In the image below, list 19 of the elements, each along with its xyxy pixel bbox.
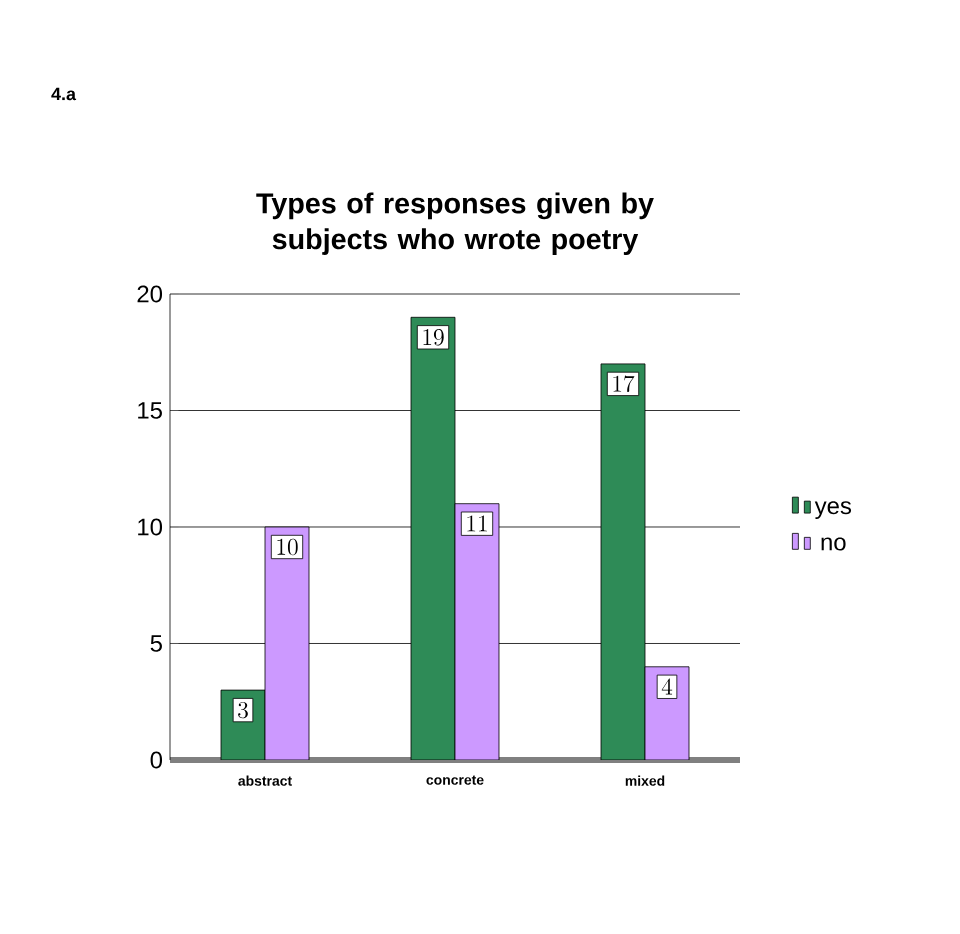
data-label: 3 [238,701,248,719]
data-label: 19 [423,329,444,346]
text: 4.a [51,87,77,101]
data-label: 4 [661,678,673,695]
bar [264,526,310,760]
y-tick-label: 15 [138,402,162,419]
y-tick-label: 0 [150,751,163,769]
bar [600,363,646,760]
y-tick-label: 10 [138,518,163,536]
bar [410,316,456,760]
data-label: 11 [467,515,487,532]
chart-title: Types of responses given by subjects who wrote poetry [256,192,654,256]
legend-label: no [821,537,846,551]
legend-label: yes [814,501,852,520]
y-tick-label: 5 [150,635,162,652]
data-label: 17 [613,375,635,393]
data-label: 10 [277,538,298,556]
bar [454,503,500,760]
y-tick-label: 20 [137,285,163,303]
